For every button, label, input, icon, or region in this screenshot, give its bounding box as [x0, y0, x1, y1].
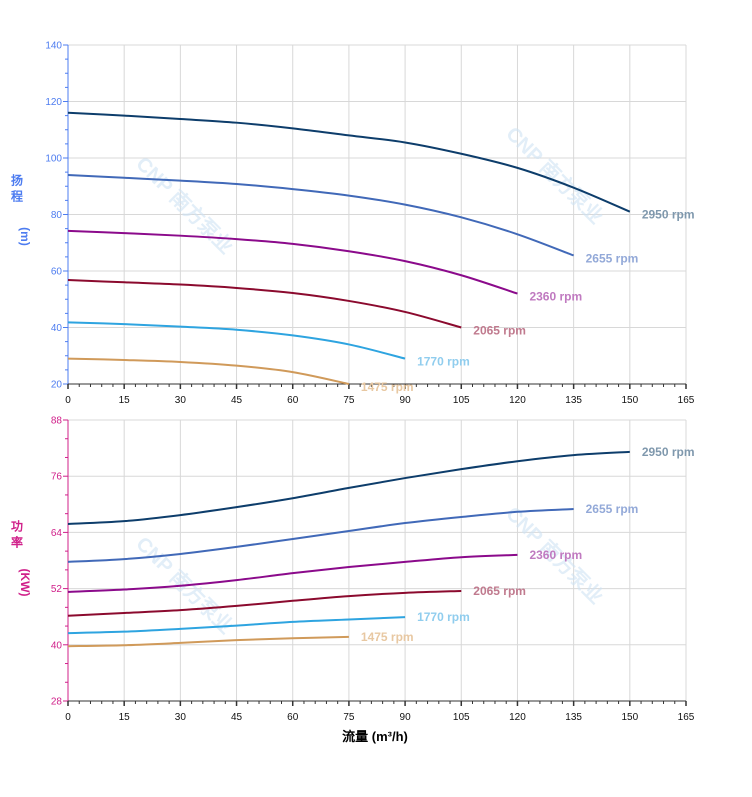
- y-axis-unit: (m): [18, 227, 32, 246]
- y-tick-label: 60: [51, 267, 63, 278]
- y-tick-label: 40: [51, 323, 63, 334]
- y-tick-label: 28: [51, 697, 63, 708]
- x-tick-label: 45: [231, 712, 243, 723]
- x-tick-label: 135: [565, 712, 582, 723]
- x-tick-label: 0: [65, 712, 71, 723]
- x-tick-label: 15: [119, 395, 131, 406]
- series-label: 2360 rpm: [529, 290, 582, 304]
- x-tick-label: 165: [678, 395, 695, 406]
- x-tick-label: 30: [175, 712, 187, 723]
- series-line-2655-rpm: [67, 507, 574, 563]
- x-tick-label: 90: [400, 712, 412, 723]
- series-label: 2655 rpm: [586, 502, 639, 516]
- series-line-1475-rpm: [67, 635, 349, 648]
- series-line-2950-rpm: [67, 450, 630, 525]
- x-tick-label: 90: [400, 395, 412, 406]
- y-axis-title: 功: [11, 519, 23, 534]
- x-axis-title: 流量 (m³/h): [342, 729, 408, 744]
- series-label: 2950 rpm: [642, 445, 695, 459]
- y-axis-unit: (KW): [18, 569, 32, 597]
- y-tick-label: 40: [51, 640, 63, 651]
- series-line-2360-rpm: [67, 553, 518, 593]
- x-tick-label: 150: [621, 395, 638, 406]
- series-label: 1770 rpm: [417, 355, 470, 369]
- x-tick-label: 45: [231, 395, 243, 406]
- y-tick-label: 20: [51, 380, 63, 391]
- series-line-2065-rpm: [67, 589, 462, 617]
- y-axis-title: 扬: [11, 173, 23, 188]
- y-tick-label: 80: [51, 210, 63, 221]
- x-tick-label: 0: [65, 395, 71, 406]
- x-tick-label: 105: [453, 395, 470, 406]
- series-line-2950-rpm: [67, 111, 631, 213]
- x-tick-label: 75: [343, 395, 355, 406]
- series-label: 2065 rpm: [473, 584, 526, 598]
- series-label: 1475 rpm: [361, 630, 414, 644]
- series-label: 1770 rpm: [417, 610, 470, 624]
- watermark-logo: CNP 南方泵业: [131, 152, 238, 259]
- y-tick-label: 52: [51, 584, 63, 595]
- y-tick-label: 120: [45, 97, 62, 108]
- x-tick-label: 30: [175, 395, 187, 406]
- series-line-2655-rpm: [67, 173, 574, 257]
- y-tick-label: 140: [45, 41, 62, 52]
- series-line-1770-rpm: [67, 321, 406, 360]
- y-tick-label: 76: [51, 472, 63, 483]
- x-tick-label: 120: [509, 395, 526, 406]
- y-tick-label: 100: [45, 154, 62, 165]
- y-axis-title: 率: [11, 535, 23, 550]
- y-tick-label: 88: [51, 416, 63, 427]
- x-tick-label: 60: [287, 395, 299, 406]
- x-tick-label: 150: [621, 712, 638, 723]
- series-label: 2655 rpm: [586, 251, 639, 265]
- series-label: 2065 rpm: [473, 324, 526, 338]
- series-line-2065-rpm: [67, 279, 462, 329]
- x-tick-label: 165: [678, 712, 695, 723]
- series-line-2360-rpm: [67, 229, 518, 295]
- series-line-1770-rpm: [67, 616, 406, 635]
- x-tick-label: 15: [119, 712, 131, 723]
- x-tick-label: 135: [565, 395, 582, 406]
- series-line-1475-rpm: [67, 357, 350, 385]
- x-tick-label: 120: [509, 712, 526, 723]
- y-tick-label: 64: [51, 528, 63, 539]
- x-tick-label: 75: [343, 712, 355, 723]
- y-axis-title: 程: [11, 189, 23, 204]
- x-tick-label: 105: [453, 712, 470, 723]
- series-label: 2950 rpm: [642, 208, 695, 222]
- x-tick-label: 60: [287, 712, 299, 723]
- series-label: 2360 rpm: [529, 548, 582, 562]
- series-label: 1475 rpm: [361, 380, 414, 394]
